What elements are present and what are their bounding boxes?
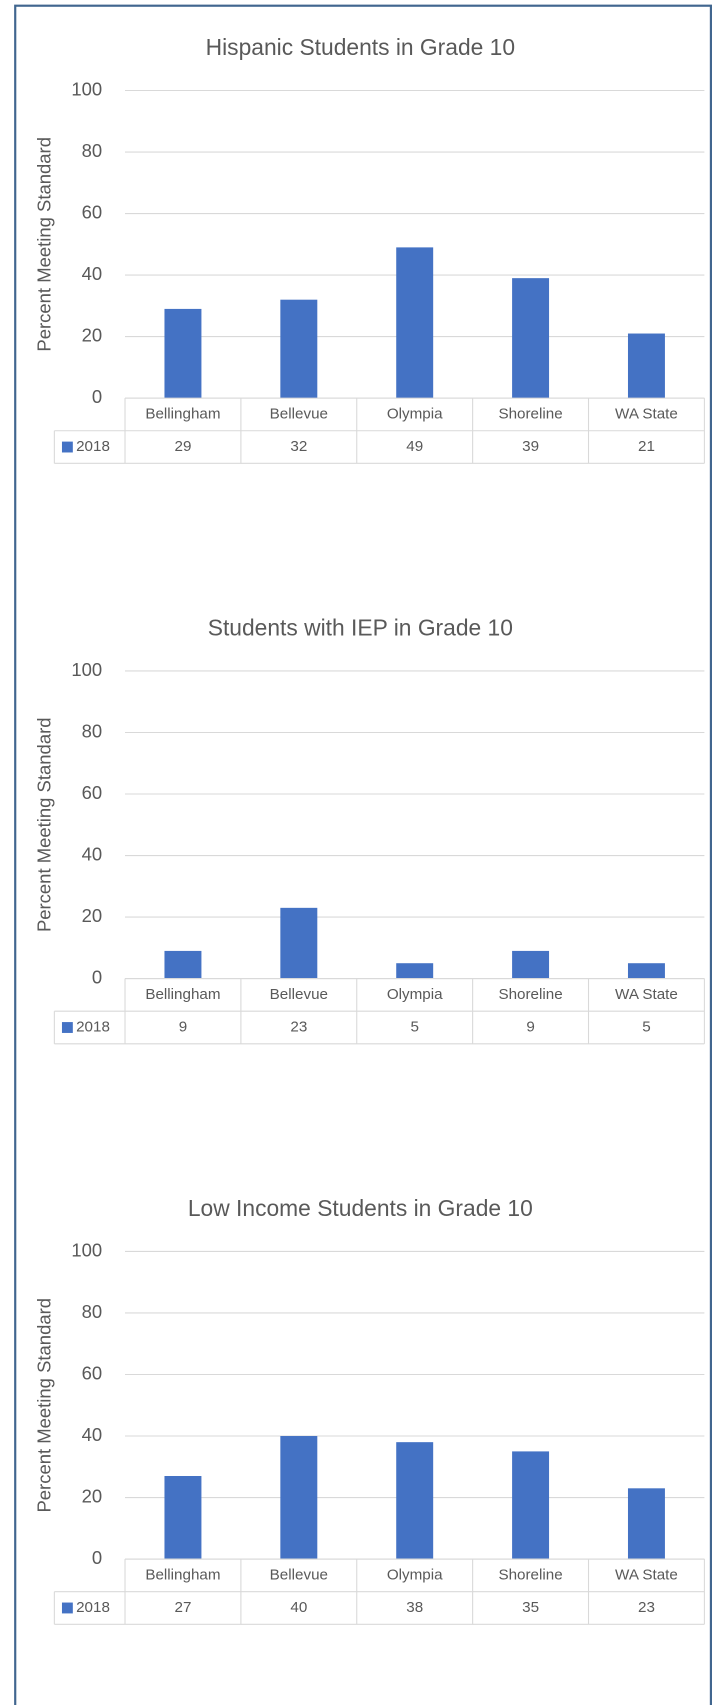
- y-tick-label: 60: [82, 201, 103, 222]
- chart-title: Low Income Students in Grade 10: [188, 1195, 533, 1221]
- x-tick-label: Bellevue: [270, 986, 328, 1003]
- table-value: 9: [179, 1019, 187, 1036]
- y-tick-label: 60: [82, 782, 103, 803]
- chart-title: Hispanic Students in Grade 10: [206, 34, 515, 60]
- y-tick-label: 100: [71, 1239, 102, 1260]
- x-tick-label: Bellevue: [270, 1566, 328, 1583]
- x-tick-label: Olympia: [387, 986, 443, 1003]
- bar: [627, 1488, 665, 1560]
- bar: [396, 1442, 434, 1560]
- y-axis-label: Percent Meeting Standard: [34, 717, 55, 932]
- legend-swatch: [61, 1602, 73, 1614]
- y-tick-label: 0: [92, 386, 102, 407]
- y-tick-label: 100: [71, 78, 102, 99]
- bar: [396, 247, 434, 399]
- legend-swatch: [61, 1022, 73, 1033]
- y-tick-label: 40: [82, 843, 103, 864]
- bar: [164, 1476, 202, 1560]
- bar: [512, 278, 550, 399]
- x-tick-label: Bellingham: [145, 405, 220, 422]
- x-tick-label: Shoreline: [498, 1566, 562, 1583]
- bar: [280, 299, 318, 399]
- table-value: 39: [522, 438, 539, 455]
- bar: [396, 963, 434, 979]
- y-tick-label: 80: [82, 1301, 103, 1322]
- legend-swatch: [61, 441, 73, 453]
- table-value: 21: [638, 438, 655, 455]
- table-value: 38: [406, 1599, 423, 1616]
- table-value: 9: [526, 1019, 534, 1036]
- y-tick-label: 0: [92, 1547, 102, 1568]
- x-tick-label: WA State: [615, 405, 678, 422]
- table-value: 49: [406, 438, 423, 455]
- table-value: 23: [290, 1019, 307, 1036]
- bar: [280, 907, 318, 979]
- bar: [512, 950, 550, 979]
- legend-label: 2018: [76, 438, 110, 455]
- y-tick-label: 80: [82, 720, 103, 741]
- legend-label: 2018: [76, 1019, 110, 1036]
- y-axis-label: Percent Meeting Standard: [34, 137, 55, 352]
- table-value: 5: [410, 1019, 418, 1036]
- x-tick-label: Bellingham: [145, 986, 220, 1003]
- table-value: 27: [174, 1599, 191, 1616]
- x-tick-label: Bellingham: [145, 1566, 220, 1583]
- table-value: 23: [638, 1599, 655, 1616]
- x-tick-label: Olympia: [387, 1566, 443, 1583]
- bar: [164, 308, 202, 399]
- y-tick-label: 20: [82, 324, 103, 345]
- table-value: 29: [174, 438, 191, 455]
- bar: [280, 1436, 318, 1560]
- table-value: 32: [290, 438, 307, 455]
- x-tick-label: Bellevue: [270, 405, 328, 422]
- y-tick-label: 100: [71, 659, 102, 680]
- y-axis-label: Percent Meeting Standard: [34, 1298, 55, 1513]
- y-tick-label: 40: [82, 1424, 103, 1445]
- x-tick-label: WA State: [615, 986, 678, 1003]
- y-tick-label: 0: [92, 966, 102, 987]
- table-value: 40: [290, 1599, 307, 1616]
- table-value: 35: [522, 1599, 539, 1616]
- bar: [512, 1451, 550, 1560]
- table-value: 5: [642, 1019, 650, 1036]
- x-tick-label: Shoreline: [498, 986, 562, 1003]
- bar: [627, 333, 665, 399]
- y-tick-label: 20: [82, 1485, 103, 1506]
- y-tick-label: 40: [82, 263, 103, 284]
- chart-title: Students with IEP in Grade 10: [208, 615, 513, 641]
- bar: [164, 950, 202, 979]
- x-tick-label: Shoreline: [498, 405, 562, 422]
- y-tick-label: 80: [82, 140, 103, 161]
- x-tick-label: Olympia: [387, 405, 443, 422]
- bar: [627, 963, 665, 979]
- y-tick-label: 60: [82, 1362, 103, 1383]
- y-tick-label: 20: [82, 905, 103, 926]
- frame: [14, 4, 712, 1705]
- legend-label: 2018: [76, 1599, 110, 1616]
- x-tick-label: WA State: [615, 1566, 678, 1583]
